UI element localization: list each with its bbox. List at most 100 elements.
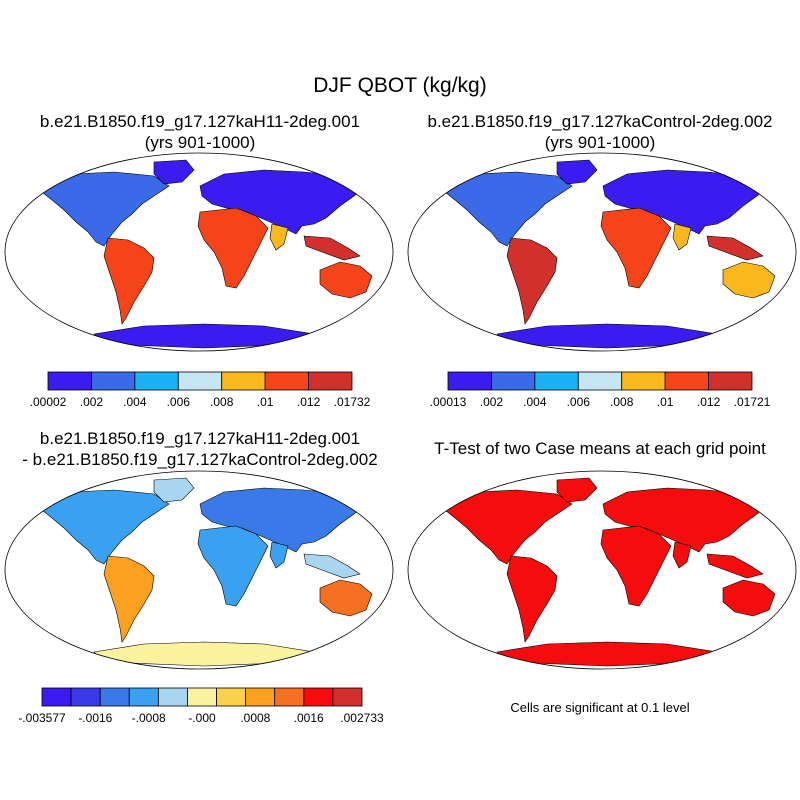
landmass-eurasia bbox=[602, 169, 770, 235]
landmass-se-asia bbox=[303, 235, 361, 261]
colorbar-tick-label: .012 bbox=[697, 395, 721, 409]
map-boundary bbox=[407, 152, 797, 352]
panel3-title-line2: - b.e21.B1850.f19_g17.127kaControl-2deg.… bbox=[22, 450, 378, 469]
map-panel4 bbox=[407, 470, 797, 670]
landmass-n-america bbox=[444, 171, 573, 247]
colorbar-tick-label: .008 bbox=[610, 395, 634, 409]
colorbar-tick-label: .006 bbox=[567, 395, 591, 409]
colorbar-swatch bbox=[447, 371, 492, 391]
colorbar-tick-label: -.0016 bbox=[78, 711, 112, 725]
landmass-se-asia bbox=[303, 553, 361, 579]
map-panel3 bbox=[4, 470, 394, 670]
map-boundary bbox=[407, 470, 797, 670]
panel4-title-line1: T-Test of two Case means at each grid po… bbox=[434, 439, 766, 458]
panel2-title: b.e21.B1850.f19_g17.127kaControl-2deg.00… bbox=[400, 111, 800, 153]
colorbar-swatch bbox=[664, 371, 709, 391]
colorbar-tick-label: .01 bbox=[257, 395, 274, 409]
landmass-australia bbox=[722, 261, 776, 299]
colorbar-tick-label: .0016 bbox=[294, 711, 324, 725]
colorbar-tick-label: .0008 bbox=[240, 711, 270, 725]
landmass-n-america bbox=[41, 489, 170, 565]
landmass-s-america bbox=[506, 555, 558, 643]
landmass-eurasia bbox=[602, 487, 770, 553]
colorbar-tick-label: .00002 bbox=[30, 395, 67, 409]
landmass-australia bbox=[319, 579, 373, 617]
landmass-s-america bbox=[103, 555, 155, 643]
landmass-africa bbox=[600, 525, 672, 607]
colorbar-swatch bbox=[577, 371, 623, 391]
colorbar-tick-label: .004 bbox=[523, 395, 547, 409]
colorbar-tick-label: .002 bbox=[80, 395, 104, 409]
colorbar-tick-label: -.0008 bbox=[132, 711, 166, 725]
colorbar-tick-label: .01732 bbox=[334, 395, 371, 409]
landmass-africa bbox=[197, 207, 269, 289]
colorbar-swatch bbox=[221, 371, 266, 391]
colorbar-tick-label: .01 bbox=[657, 395, 674, 409]
landmass-africa bbox=[600, 207, 672, 289]
colorbar-tick-label: .00013 bbox=[430, 395, 467, 409]
landmass-australia bbox=[319, 261, 373, 299]
colorbar-tick-label: .002 bbox=[480, 395, 504, 409]
colorbar-swatch bbox=[216, 687, 247, 707]
colorbar-tick-label: -.000 bbox=[188, 711, 216, 725]
panel1-title-line1: b.e21.B1850.f19_g17.127kaH11-2deg.001 bbox=[39, 112, 361, 131]
colorbar-swatch bbox=[70, 687, 101, 707]
panel3-title-line1: b.e21.B1850.f19_g17.127kaH11-2deg.001 bbox=[39, 429, 361, 448]
landmass-eurasia bbox=[199, 487, 367, 553]
colorbar-swatch bbox=[534, 371, 579, 391]
colorbar-swatch bbox=[708, 371, 753, 391]
landmass-greenland bbox=[153, 477, 195, 503]
colorbar-panel3: -.003577 -.0016 -.0008 -.000 .0008 .0016 .0027… bbox=[18, 687, 384, 725]
colorbar-swatch bbox=[91, 371, 136, 391]
landmass-se-asia bbox=[706, 235, 764, 261]
colorbar-tick-label: .004 bbox=[123, 395, 147, 409]
panel1-title-line2: (yrs 901-1000) bbox=[144, 133, 256, 152]
landmass-s-america bbox=[103, 237, 155, 325]
colorbar-swatch bbox=[177, 371, 223, 391]
landmass-india bbox=[269, 223, 289, 251]
panel3-title: b.e21.B1850.f19_g17.127kaH11-2deg.001 - … bbox=[0, 428, 400, 470]
map-boundary bbox=[4, 152, 394, 352]
colorbar-swatch bbox=[128, 687, 159, 707]
colorbar-swatch bbox=[308, 371, 353, 391]
colorbar-swatch bbox=[99, 687, 130, 707]
colorbar-swatch bbox=[157, 687, 188, 707]
landmass-eurasia bbox=[199, 169, 367, 235]
colorbar-swatch bbox=[303, 687, 334, 707]
map-panel1 bbox=[4, 152, 394, 352]
colorbar-swatch bbox=[491, 371, 536, 391]
colorbar-panel1: .00002 .002 .004 .006 .008 .01 .012 .01732 bbox=[30, 371, 371, 409]
landmass-australia bbox=[722, 579, 776, 617]
colorbar-swatch bbox=[245, 687, 276, 707]
landmass-se-asia bbox=[706, 553, 764, 579]
colorbar-tick-label: .012 bbox=[297, 395, 321, 409]
panel4-title: T-Test of two Case means at each grid po… bbox=[400, 438, 800, 459]
map-boundary bbox=[4, 470, 394, 670]
landmass-n-america bbox=[41, 171, 170, 247]
colorbar-swatch bbox=[41, 687, 72, 707]
landmass-india bbox=[269, 541, 289, 569]
colorbar-panel2: .00013 .002 .004 .006 .008 .01 .012 .01721 bbox=[430, 371, 771, 409]
panel2-title-line1: b.e21.B1850.f19_g17.127kaControl-2deg.00… bbox=[427, 112, 773, 131]
landmass-greenland bbox=[556, 159, 598, 185]
colorbar-tick-label: .01721 bbox=[734, 395, 771, 409]
figure-title: DJF QBOT (kg/kg) bbox=[313, 74, 487, 97]
colorbar-swatch bbox=[187, 687, 217, 707]
colorbar-tick-label: -.003577 bbox=[18, 711, 66, 725]
landmass-india bbox=[672, 541, 692, 569]
colorbar-swatch bbox=[47, 371, 92, 391]
colorbar-swatch bbox=[332, 687, 363, 707]
panel1-title: b.e21.B1850.f19_g17.127kaH11-2deg.001 (y… bbox=[0, 111, 400, 153]
landmass-greenland bbox=[556, 477, 598, 503]
landmass-s-america bbox=[506, 237, 558, 325]
colorbar-tick-label: .006 bbox=[167, 395, 191, 409]
landmass-n-america bbox=[444, 489, 573, 565]
landmass-africa bbox=[197, 525, 269, 607]
panel2-title-line2: (yrs 901-1000) bbox=[544, 133, 656, 152]
colorbar-swatch bbox=[621, 371, 666, 391]
colorbar-tick-label: .002733 bbox=[340, 711, 384, 725]
significance-note: Cells are significant at 0.1 level bbox=[510, 700, 690, 715]
colorbar-swatch bbox=[264, 371, 309, 391]
map-panel2 bbox=[407, 152, 797, 352]
landmass-greenland bbox=[153, 159, 195, 185]
